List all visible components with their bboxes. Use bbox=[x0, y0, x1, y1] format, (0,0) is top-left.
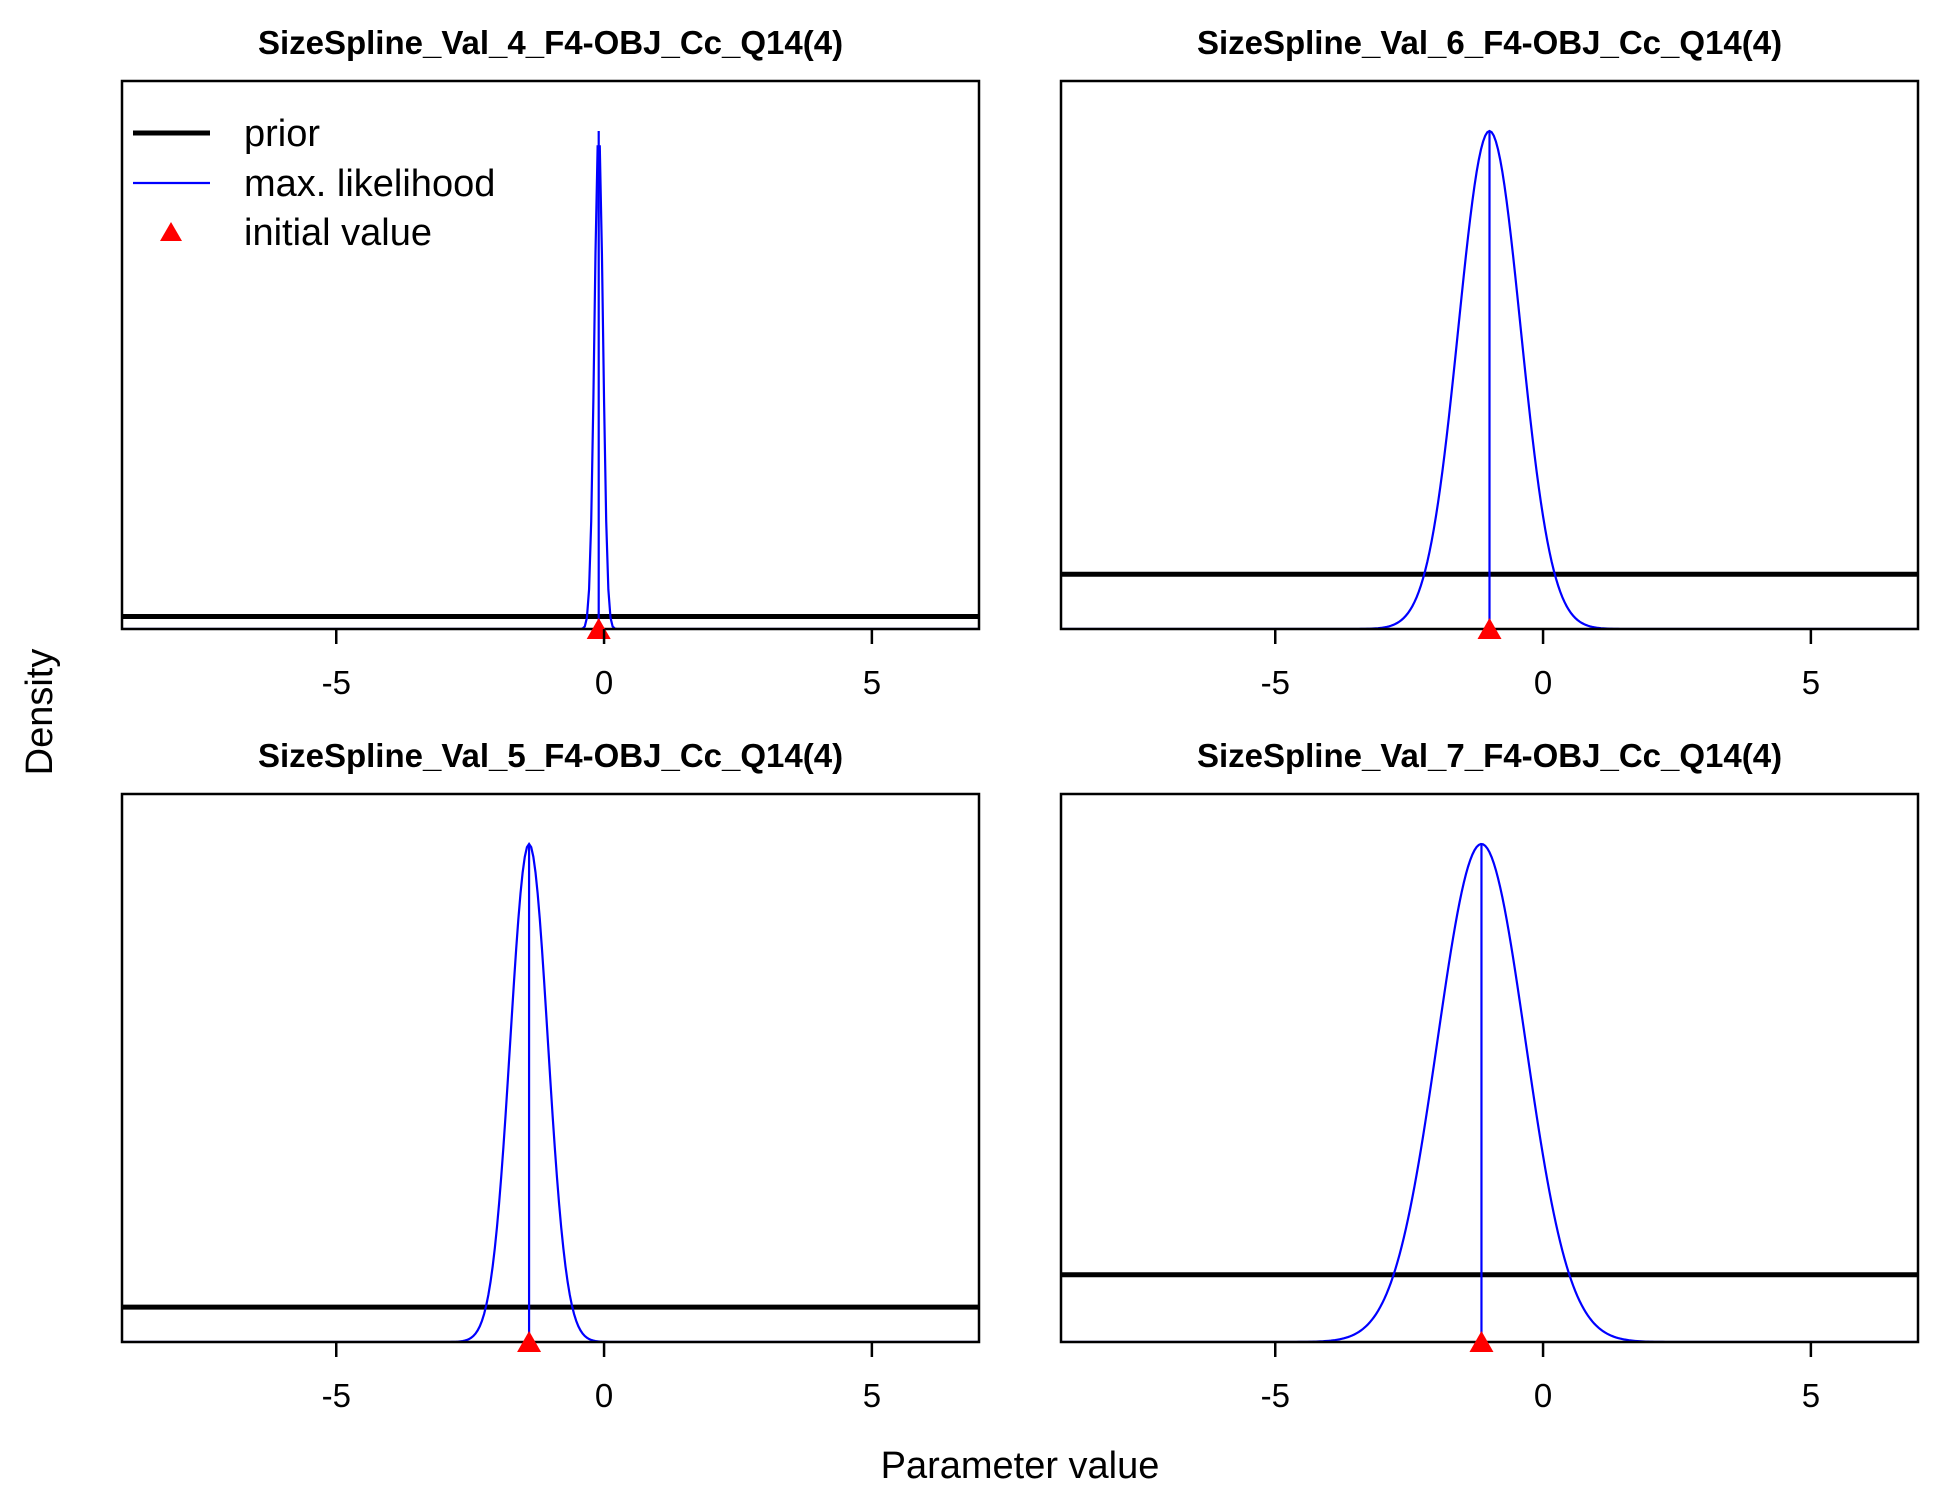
panel-frame bbox=[120, 79, 981, 631]
plot-area bbox=[122, 842, 979, 1342]
x-tick-label: 5 bbox=[1802, 1377, 1820, 1414]
initial-value-marker bbox=[517, 1331, 542, 1352]
x-tick-label: -5 bbox=[322, 664, 351, 701]
x-tick-label: 0 bbox=[1534, 664, 1552, 701]
mle-curve bbox=[1061, 842, 1918, 1342]
x-tick-label: 5 bbox=[863, 1377, 881, 1414]
panel-title: SizeSpline_Val_5_F4-OBJ_Cc_Q14(4) bbox=[258, 737, 843, 774]
x-tick-label: -5 bbox=[322, 1377, 351, 1414]
initial-value-marker bbox=[1477, 618, 1502, 639]
x-tick-label: 0 bbox=[1534, 1377, 1552, 1414]
plot-area bbox=[1061, 129, 1918, 629]
mle-curve bbox=[122, 842, 979, 1342]
y-axis-label: Density bbox=[19, 649, 61, 776]
legend-label: prior bbox=[244, 113, 320, 155]
initial-value-marker bbox=[1469, 1331, 1494, 1352]
panel-1: -5 0 5 SizeSpline_Val_4_F4-OBJ_Cc_Q14(4) bbox=[120, 24, 981, 701]
panel-frame bbox=[1059, 792, 1920, 1344]
panel-4: -5 0 5 SizeSpline_Val_7_F4-OBJ_Cc_Q14(4) bbox=[1059, 737, 1920, 1414]
x-axis-label: Parameter value bbox=[881, 1445, 1160, 1487]
panel-2: -5 0 5 SizeSpline_Val_6_F4-OBJ_Cc_Q14(4) bbox=[1059, 24, 1920, 701]
legend-label: initial value bbox=[244, 212, 432, 254]
x-tick-label: 5 bbox=[1802, 664, 1820, 701]
x-tick-label: 0 bbox=[595, 1377, 613, 1414]
legend: prior max. likelihood initial value bbox=[133, 113, 495, 254]
plot-area bbox=[1061, 842, 1918, 1342]
panel-frame bbox=[120, 792, 981, 1344]
x-tick-label: 0 bbox=[595, 664, 613, 701]
x-tick-label: 5 bbox=[863, 664, 881, 701]
legend-label: max. likelihood bbox=[244, 163, 495, 205]
panel-3: -5 0 5 SizeSpline_Val_5_F4-OBJ_Cc_Q14(4) bbox=[120, 737, 981, 1414]
plot-area bbox=[122, 131, 979, 629]
panel-title: SizeSpline_Val_4_F4-OBJ_Cc_Q14(4) bbox=[258, 24, 843, 61]
panel-title: SizeSpline_Val_6_F4-OBJ_Cc_Q14(4) bbox=[1197, 24, 1782, 61]
x-tick-label: -5 bbox=[1261, 664, 1290, 701]
panel-title: SizeSpline_Val_7_F4-OBJ_Cc_Q14(4) bbox=[1197, 737, 1782, 774]
x-tick-label: -5 bbox=[1261, 1377, 1290, 1414]
legend-initial-swatch bbox=[160, 222, 182, 241]
